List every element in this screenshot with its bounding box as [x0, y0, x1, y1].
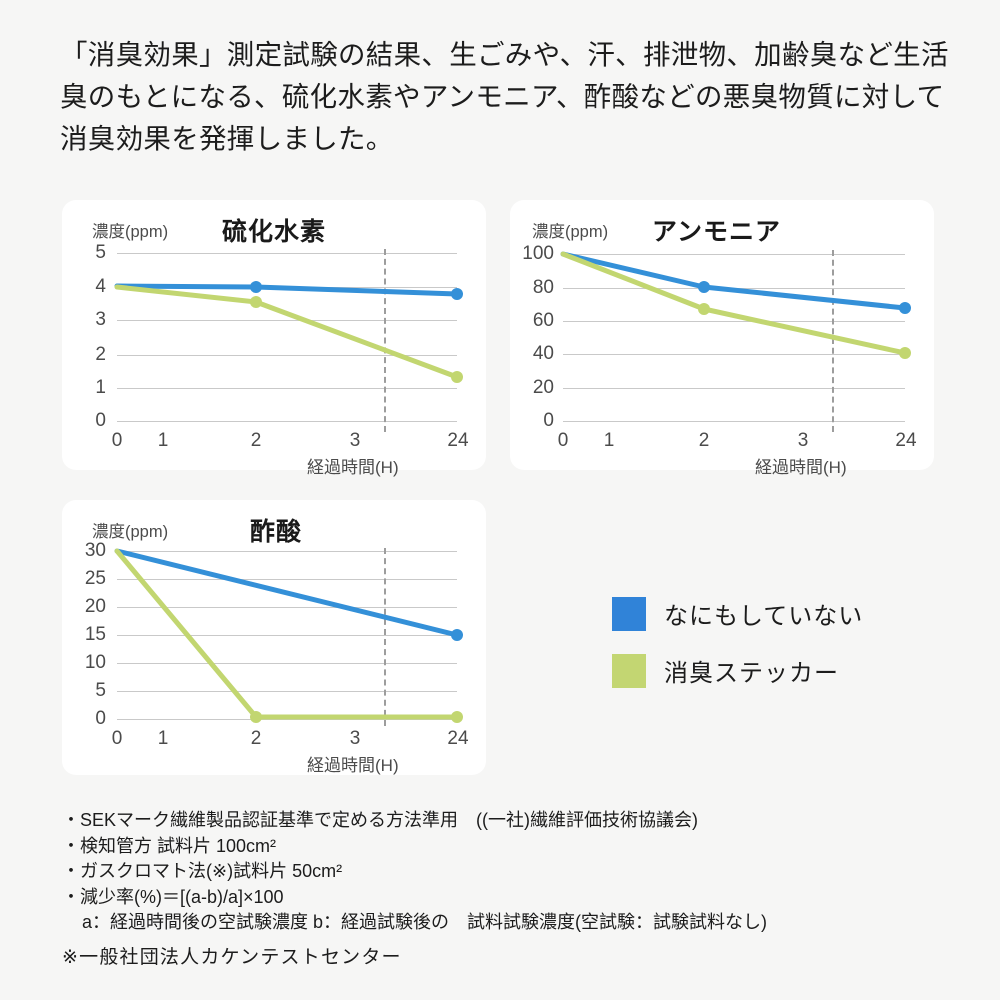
marker-deodorizer-nh3-2	[698, 303, 710, 315]
xtick-ac-3: 3	[349, 728, 361, 749]
gridline-nh3-60	[563, 321, 905, 322]
marker-untreated-acetic-24	[451, 629, 463, 641]
ytick-ac-30: 30	[84, 540, 106, 561]
notes-block: ・SEKマーク繊維製品認証基準で定める方法準用 ((一社)繊維評価技術協議会) …	[62, 808, 962, 936]
line-deodorizer-h2s	[114, 284, 460, 380]
note-line-2: ・検知管方 試料片 100cm²	[62, 835, 277, 856]
gridline-nh3-20	[563, 388, 905, 389]
gridline-nh3-40	[563, 354, 905, 355]
ytick-ac-5: 5	[95, 680, 106, 701]
gridline-nh3-100	[563, 254, 905, 255]
marker-untreated-h2s-24	[451, 288, 463, 300]
series-plot-nh3	[560, 251, 911, 359]
marker-deodorizer-h2s-2	[250, 296, 262, 308]
y-axis-unit-label-h2s: 濃度(ppm)	[92, 223, 169, 241]
legend-swatch-deodorizer	[612, 653, 646, 688]
series-plot-h2s	[114, 281, 463, 383]
gridline-h2s-1	[117, 388, 457, 389]
gridline-ac-15	[117, 635, 457, 636]
line-deodorizer-acetic	[114, 548, 460, 720]
ytick-ac-25: 25	[84, 568, 106, 589]
axis-break-dashed-line-acetic	[384, 548, 386, 726]
gridline-ac-10	[117, 663, 457, 664]
intro-paragraph: 「消臭効果」測定試験の結果、生ごみや、汗、排泄物、加齢臭など生活臭のもとになる、…	[60, 39, 949, 154]
gridline-h2s-0	[117, 421, 457, 422]
gridline-nh3-0	[563, 421, 905, 422]
ytick-nh3-40: 40	[532, 343, 554, 364]
ytick-h2s-5: 5	[95, 242, 106, 263]
marker-untreated-nh3-24	[899, 302, 911, 314]
legend: なにもしていない 消臭ステッカー	[612, 596, 863, 710]
chart-card-h2s: 濃度(ppm) 硫化水素 5 4 3 2 1 0 0 1 2 3 24 経過時間…	[62, 200, 486, 477]
xtick-nh3-0: 0	[557, 430, 569, 451]
ytick-ac-20: 20	[84, 596, 106, 617]
gridline-ac-30	[117, 551, 457, 552]
ytick-nh3-100: 100	[522, 243, 554, 264]
marker-deodorizer-acetic-24	[451, 711, 463, 723]
y-axis-unit-label-acetic: 濃度(ppm)	[92, 523, 169, 541]
ytick-nh3-20: 20	[532, 377, 554, 398]
chart-card-acetic: 濃度(ppm) 酢酸 30 25 20 15 10 5 0 0 1 2 3 24…	[62, 500, 486, 775]
xtick-h2s-0: 0	[111, 430, 123, 451]
ytick-h2s-0: 0	[95, 410, 106, 431]
ytick-ac-15: 15	[84, 624, 106, 645]
source-note: ※一般社団法人カケンテストセンター	[62, 947, 402, 968]
xtick-nh3-2: 2	[698, 430, 710, 451]
ytick-ac-10: 10	[84, 652, 106, 673]
note-line-5: a：経過時間後の空試験濃度 b：経過試験後の 試料試験濃度(空試験：試験試料なし…	[82, 912, 768, 932]
xtick-h2s-3: 3	[349, 430, 361, 451]
ytick-nh3-80: 80	[532, 277, 554, 298]
chart-title-acetic: 酢酸	[250, 518, 303, 546]
gridline-h2s-2	[117, 355, 457, 356]
gridline-ac-25	[117, 579, 457, 580]
line-untreated-nh3	[560, 251, 908, 311]
note-line-3: ・ガスクロマト法(※)試料片 50cm²	[62, 861, 343, 881]
chart-card-nh3: 濃度(ppm) アンモニア 100 80 60 40 20 0 0 1 2 3 …	[510, 200, 934, 477]
xtick-nh3-24: 24	[895, 430, 917, 451]
ytick-nh3-60: 60	[532, 310, 554, 331]
legend-label-untreated: なにもしていない	[664, 603, 864, 630]
chart-title-nh3: アンモニア	[652, 218, 782, 246]
axis-break-dashed-line-nh3	[832, 250, 834, 432]
y-axis-unit-label-nh3: 濃度(ppm)	[532, 223, 609, 241]
marker-untreated-h2s-2	[250, 281, 262, 293]
legend-label-deodorizer: 消臭ステッカー	[664, 660, 839, 687]
gridline-h2s-3	[117, 320, 457, 321]
ytick-h2s-2: 2	[95, 344, 106, 365]
ytick-ac-0: 0	[95, 708, 106, 729]
gridline-h2s-5	[117, 253, 457, 254]
marker-untreated-nh3-2	[698, 281, 710, 293]
xtick-h2s-2: 2	[250, 430, 262, 451]
series-plot-acetic	[114, 548, 463, 723]
ytick-h2s-4: 4	[95, 276, 106, 297]
xtick-ac-24: 24	[447, 728, 469, 749]
axis-break-dashed-line-h2s	[384, 249, 386, 432]
note-line-1: ・SEKマーク繊維製品認証基準で定める方法準用 ((一社)繊維評価技術協議会)	[62, 810, 698, 830]
xtick-nh3-1: 1	[603, 430, 615, 451]
xtick-ac-1: 1	[157, 728, 169, 749]
legend-item-deodorizer: 消臭ステッカー	[612, 653, 863, 688]
marker-deodorizer-acetic-2	[250, 711, 262, 723]
ytick-nh3-0: 0	[543, 410, 554, 431]
marker-deodorizer-nh3-24	[899, 347, 911, 359]
legend-item-untreated: なにもしていない	[612, 596, 863, 631]
line-untreated-acetic	[114, 548, 460, 638]
xtick-ac-2: 2	[250, 728, 262, 749]
xtick-nh3-3: 3	[797, 430, 809, 451]
gridline-ac-20	[117, 607, 457, 608]
x-axis-title-acetic: 経過時間(H)	[307, 756, 399, 775]
xtick-h2s-24: 24	[447, 430, 469, 451]
note-line-4: ・減少率(%)＝[(a-b)/a]×100	[62, 886, 284, 907]
x-axis-title-nh3: 経過時間(H)	[755, 458, 847, 477]
ytick-h2s-3: 3	[95, 309, 106, 330]
chart-title-h2s: 硫化水素	[222, 218, 327, 246]
marker-deodorizer-h2s-24	[451, 371, 463, 383]
legend-swatch-untreated	[612, 596, 646, 631]
gridline-ac-5	[117, 691, 457, 692]
x-axis-title-h2s: 経過時間(H)	[307, 458, 399, 477]
xtick-ac-0: 0	[111, 728, 123, 749]
ytick-h2s-1: 1	[95, 377, 106, 398]
xtick-h2s-1: 1	[157, 430, 169, 451]
